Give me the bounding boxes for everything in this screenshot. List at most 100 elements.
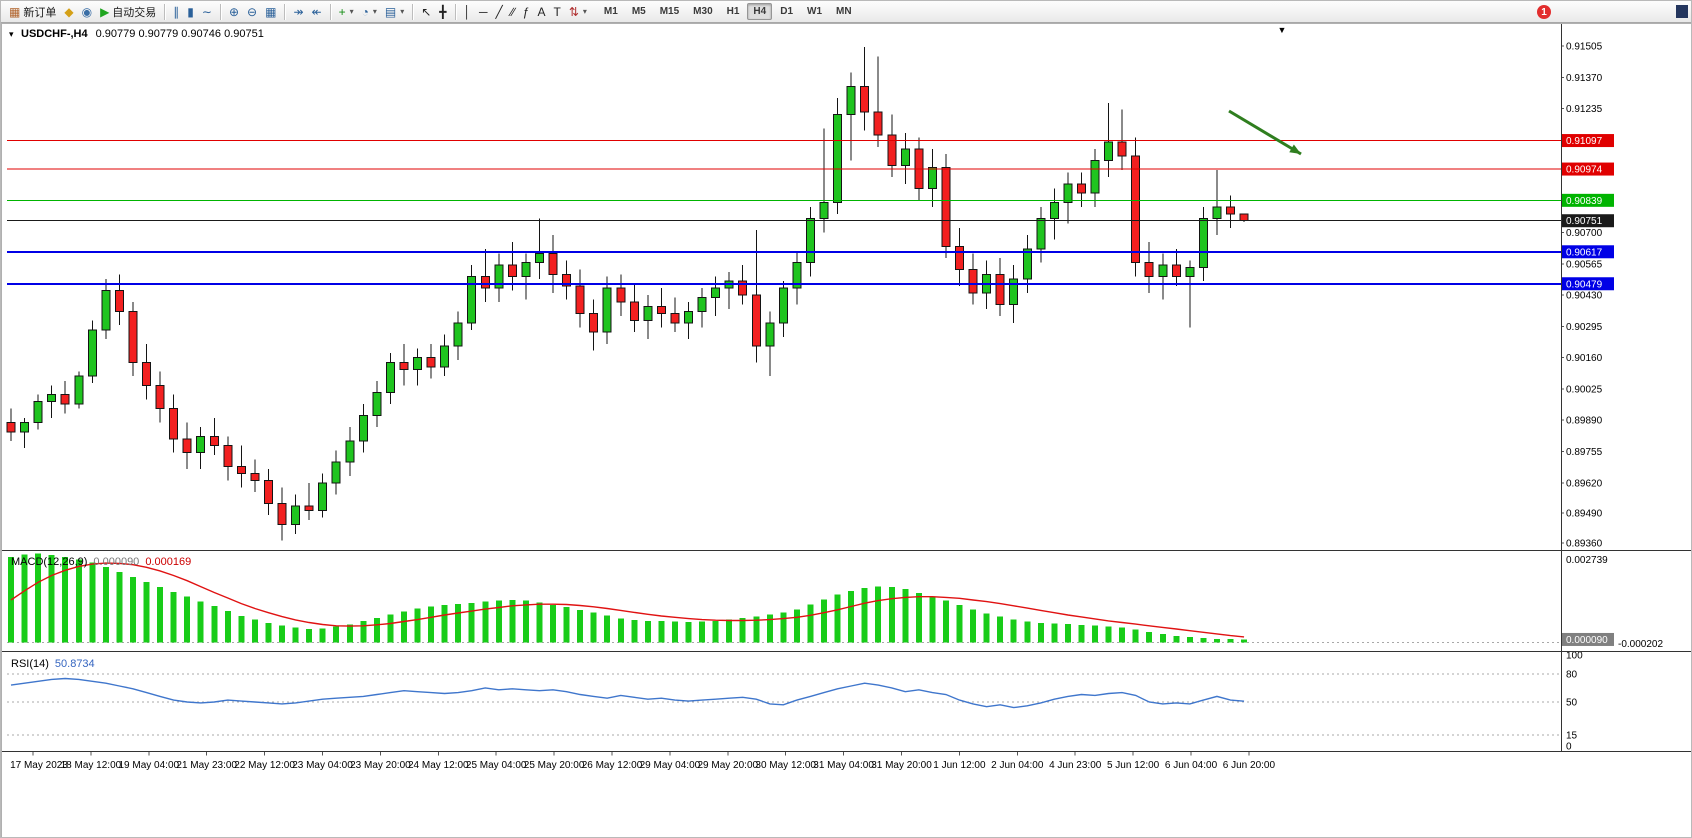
expert-advisors-button[interactable]: ◆ xyxy=(60,3,77,21)
timeframe-m5-button[interactable]: M5 xyxy=(631,6,646,17)
time-axis-label: 1 Jun 12:00 xyxy=(933,760,986,771)
candles-series xyxy=(6,47,1249,541)
bar-chart-button[interactable]: ∥ xyxy=(169,3,183,21)
price-axis-label: 0.90565 xyxy=(1566,259,1603,270)
macd-histogram-bar xyxy=(604,615,611,643)
macd-histogram-bar xyxy=(116,571,123,643)
time-axis-label: 23 May 20:00 xyxy=(350,760,411,771)
time-axis-label: 31 May 04:00 xyxy=(813,760,874,771)
macd-histogram-bar xyxy=(970,609,977,643)
autotrading-button[interactable]: ▶ 自动交易 xyxy=(96,3,160,21)
macd-histogram-bar xyxy=(184,596,191,643)
timeframe-d1-button[interactable]: D1 xyxy=(780,6,794,17)
timeframe-h1-button[interactable]: H1 xyxy=(726,6,740,17)
chart-frame xyxy=(1,23,1691,837)
toolbar-button-groups: ▦ 新订单 ◆ ◉ ▶ 自动交易 ∥ ▮ ∼ ⊕ ⊖ ▦ ↠ ↞ + ▾ ◔ ▾ ▤ ▾ ↖ ╋ │ ─ ╱ ∕∕ ƒ A T ⇅ ▾ xyxy=(5,3,591,21)
rsi-panel[interactable]: RSI(14) 50.8734 100 80 50 150 xyxy=(7,651,1583,753)
macd-histogram-bar xyxy=(197,601,204,643)
candle-bearish xyxy=(968,269,978,294)
market-watch-button[interactable]: ◉ xyxy=(78,3,96,21)
zoom-in-button[interactable]: ⊕ xyxy=(225,3,243,21)
text-label-button[interactable]: T xyxy=(549,3,564,21)
macd-histogram-bar xyxy=(428,606,435,643)
macd-histogram-bar xyxy=(536,602,543,643)
rsi-axis-label: 50 xyxy=(1566,698,1578,709)
chart-context-icon[interactable]: ▾ xyxy=(9,29,14,39)
candle-bearish xyxy=(1239,213,1249,222)
timeframe-m15-button[interactable]: M15 xyxy=(659,6,680,17)
toolbar-separator xyxy=(329,3,331,20)
candle-bullish xyxy=(494,264,504,289)
candle-bearish xyxy=(873,111,883,136)
price-level-value[interactable]: 0.90974 xyxy=(1566,165,1603,176)
text-button[interactable]: A xyxy=(533,3,549,21)
timeframe-mn-button[interactable]: MN xyxy=(836,6,852,17)
chevron-down-icon[interactable]: ▾ xyxy=(582,7,587,16)
macd-axis-max: 0.002739 xyxy=(1566,555,1608,566)
candle-bearish xyxy=(223,445,233,468)
price-level-box[interactable] xyxy=(1562,134,1614,148)
price-level-value[interactable]: 0.90751 xyxy=(1566,216,1603,227)
candle-bearish xyxy=(860,86,870,113)
chart-background xyxy=(1,23,1691,837)
horizontal-line-button[interactable]: ─ xyxy=(475,3,492,21)
price-chart[interactable]: 0.915050.913700.912350.911000.909650.908… xyxy=(1,23,1692,838)
price-level-box[interactable] xyxy=(1562,162,1614,176)
notification-badge[interactable]: 1 xyxy=(1537,5,1551,19)
candle-bullish xyxy=(602,287,612,333)
chart-shift-button[interactable]: ↞ xyxy=(308,3,326,21)
price-level-value[interactable]: 0.90839 xyxy=(1566,196,1603,207)
headset-icon: ◉ xyxy=(81,4,93,19)
macd-histogram-bar xyxy=(455,603,462,643)
price-level-box[interactable] xyxy=(1562,214,1614,228)
price-level-value[interactable]: 0.90617 xyxy=(1566,247,1603,258)
chevron-down-icon[interactable]: ▾ xyxy=(400,7,405,16)
arrow-shaft[interactable] xyxy=(1228,109,1302,156)
timeframe-w1-button[interactable]: W1 xyxy=(807,6,823,17)
candle-bearish xyxy=(562,273,572,287)
indicators-button[interactable]: + ▾ xyxy=(335,3,358,21)
trend-arrow-annotation[interactable] xyxy=(1228,109,1302,156)
macd-histogram-bar xyxy=(699,621,706,643)
candle-bullish xyxy=(345,440,355,463)
candlestick-icon: ▮ xyxy=(187,4,194,19)
price-level-value[interactable]: 0.90479 xyxy=(1566,279,1603,290)
macd-panel[interactable]: MACD(12,26,9) 0.000090 0.000169 0.002739 0.0… xyxy=(7,553,1663,650)
new-order-button[interactable]: ▦ 新订单 xyxy=(5,3,60,21)
timeframe-m30-button[interactable]: M30 xyxy=(693,6,713,17)
templates-button[interactable]: ▤ ▾ xyxy=(381,3,408,21)
candle-bearish xyxy=(209,435,219,447)
zoom-out-button[interactable]: ⊖ xyxy=(243,3,261,21)
chevron-down-icon[interactable]: ▾ xyxy=(349,7,354,16)
macd-histogram-bar xyxy=(753,616,760,643)
arrows-button[interactable]: ⇅ ▾ xyxy=(565,3,591,21)
price-level-value[interactable]: 0.91097 xyxy=(1566,136,1603,147)
candle-bullish xyxy=(101,289,111,331)
tile-windows-button[interactable]: ▦ xyxy=(261,3,280,21)
candle-bullish xyxy=(440,345,450,368)
price-level-box[interactable] xyxy=(1562,277,1614,291)
timeframe-m1-button[interactable]: M1 xyxy=(603,6,618,17)
candle-bearish xyxy=(250,473,260,481)
vertical-line-button[interactable]: │ xyxy=(460,3,476,21)
trendline-button[interactable]: ╱ xyxy=(492,3,507,21)
chevron-down-icon[interactable]: ▾ xyxy=(372,7,377,16)
timeframe-h4-button[interactable]: H4 xyxy=(747,3,773,20)
cursor-button[interactable]: ↖ xyxy=(417,3,435,21)
fibonacci-button[interactable]: ƒ xyxy=(519,3,534,21)
price-level-box[interactable] xyxy=(1562,193,1614,207)
periods-button[interactable]: ◔ ▾ xyxy=(358,3,381,21)
channel-button[interactable]: ∕∕ xyxy=(507,3,519,21)
macd-histogram-bar xyxy=(306,629,313,643)
price-level-box[interactable] xyxy=(1562,245,1614,259)
candle-bullish xyxy=(643,306,653,322)
vertical-line-icon: │ xyxy=(463,4,472,19)
crosshair-button[interactable]: ╋ xyxy=(435,3,450,21)
candle-bullish xyxy=(900,148,910,166)
candlestick-chart-button[interactable]: ▮ xyxy=(183,3,198,21)
macd-histogram-bar xyxy=(821,599,827,643)
arrows-icon: ⇅ xyxy=(568,4,579,19)
line-chart-button[interactable]: ∼ xyxy=(198,3,216,21)
auto-scroll-button[interactable]: ↠ xyxy=(289,3,307,21)
